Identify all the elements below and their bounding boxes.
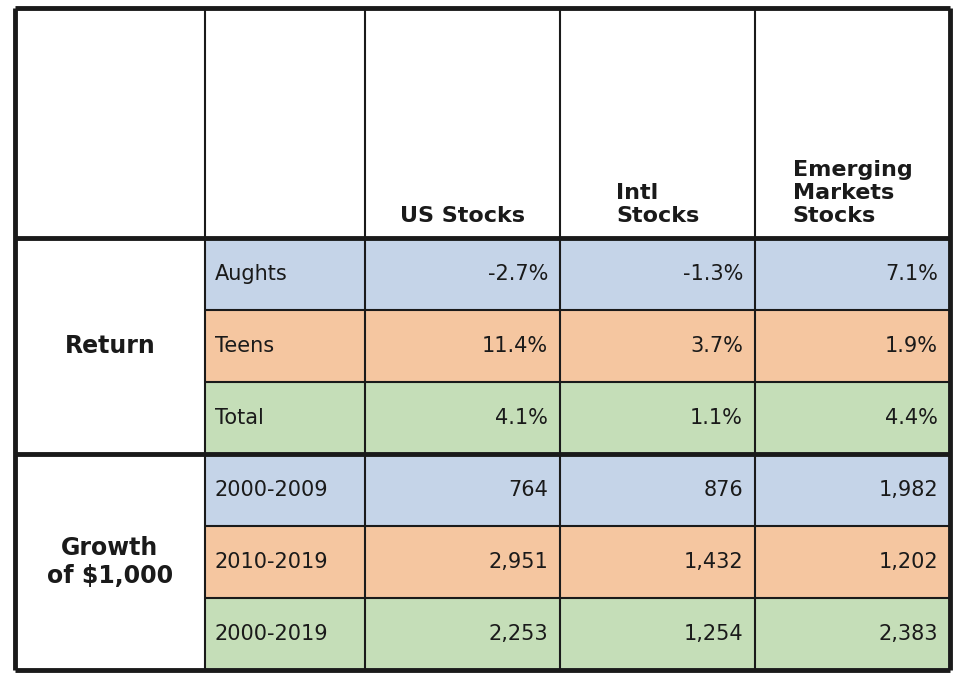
Bar: [205, 382, 365, 454]
Bar: [365, 238, 560, 310]
Text: 876: 876: [704, 480, 743, 500]
Text: 1,982: 1,982: [878, 480, 938, 500]
Text: 4.4%: 4.4%: [885, 408, 938, 428]
Text: 2,253: 2,253: [489, 624, 548, 644]
Bar: [560, 310, 755, 382]
Text: -2.7%: -2.7%: [488, 264, 548, 284]
Text: 7.1%: 7.1%: [885, 264, 938, 284]
Bar: [755, 598, 950, 670]
Bar: [205, 310, 365, 382]
Text: 3.7%: 3.7%: [690, 336, 743, 356]
Bar: [560, 526, 755, 598]
Text: US Stocks: US Stocks: [400, 206, 525, 226]
Bar: [560, 382, 755, 454]
Text: Intl
Stocks: Intl Stocks: [616, 183, 699, 226]
Text: Growth
of $1,000: Growth of $1,000: [47, 536, 173, 588]
Bar: [15, 454, 205, 670]
Text: 2,951: 2,951: [489, 552, 548, 572]
Bar: [365, 382, 560, 454]
Text: 764: 764: [508, 480, 548, 500]
Bar: [560, 454, 755, 526]
Text: 2000-2009: 2000-2009: [215, 480, 328, 500]
Text: 1.1%: 1.1%: [690, 408, 743, 428]
Bar: [365, 526, 560, 598]
Bar: [205, 238, 365, 310]
Text: 2010-2019: 2010-2019: [215, 552, 328, 572]
Bar: [365, 598, 560, 670]
Text: Emerging
Markets
Stocks: Emerging Markets Stocks: [793, 160, 912, 226]
Text: 4.1%: 4.1%: [495, 408, 548, 428]
Text: 1.9%: 1.9%: [885, 336, 938, 356]
Bar: [755, 310, 950, 382]
Bar: [560, 598, 755, 670]
Text: 1,202: 1,202: [878, 552, 938, 572]
Text: 11.4%: 11.4%: [482, 336, 548, 356]
Text: Return: Return: [64, 334, 156, 358]
Bar: [205, 526, 365, 598]
Text: Aughts: Aughts: [215, 264, 288, 284]
Bar: [755, 454, 950, 526]
Text: 2,383: 2,383: [878, 624, 938, 644]
Bar: [365, 310, 560, 382]
Bar: [15, 238, 205, 454]
Bar: [205, 454, 365, 526]
Text: Total: Total: [215, 408, 264, 428]
Text: Teens: Teens: [215, 336, 275, 356]
Bar: [560, 238, 755, 310]
Bar: [755, 238, 950, 310]
Bar: [365, 454, 560, 526]
Text: 1,432: 1,432: [684, 552, 743, 572]
Bar: [755, 526, 950, 598]
Text: 2000-2019: 2000-2019: [215, 624, 328, 644]
Text: -1.3%: -1.3%: [683, 264, 743, 284]
Bar: [755, 382, 950, 454]
Bar: [205, 598, 365, 670]
Bar: [15, 8, 950, 238]
Text: 1,254: 1,254: [684, 624, 743, 644]
